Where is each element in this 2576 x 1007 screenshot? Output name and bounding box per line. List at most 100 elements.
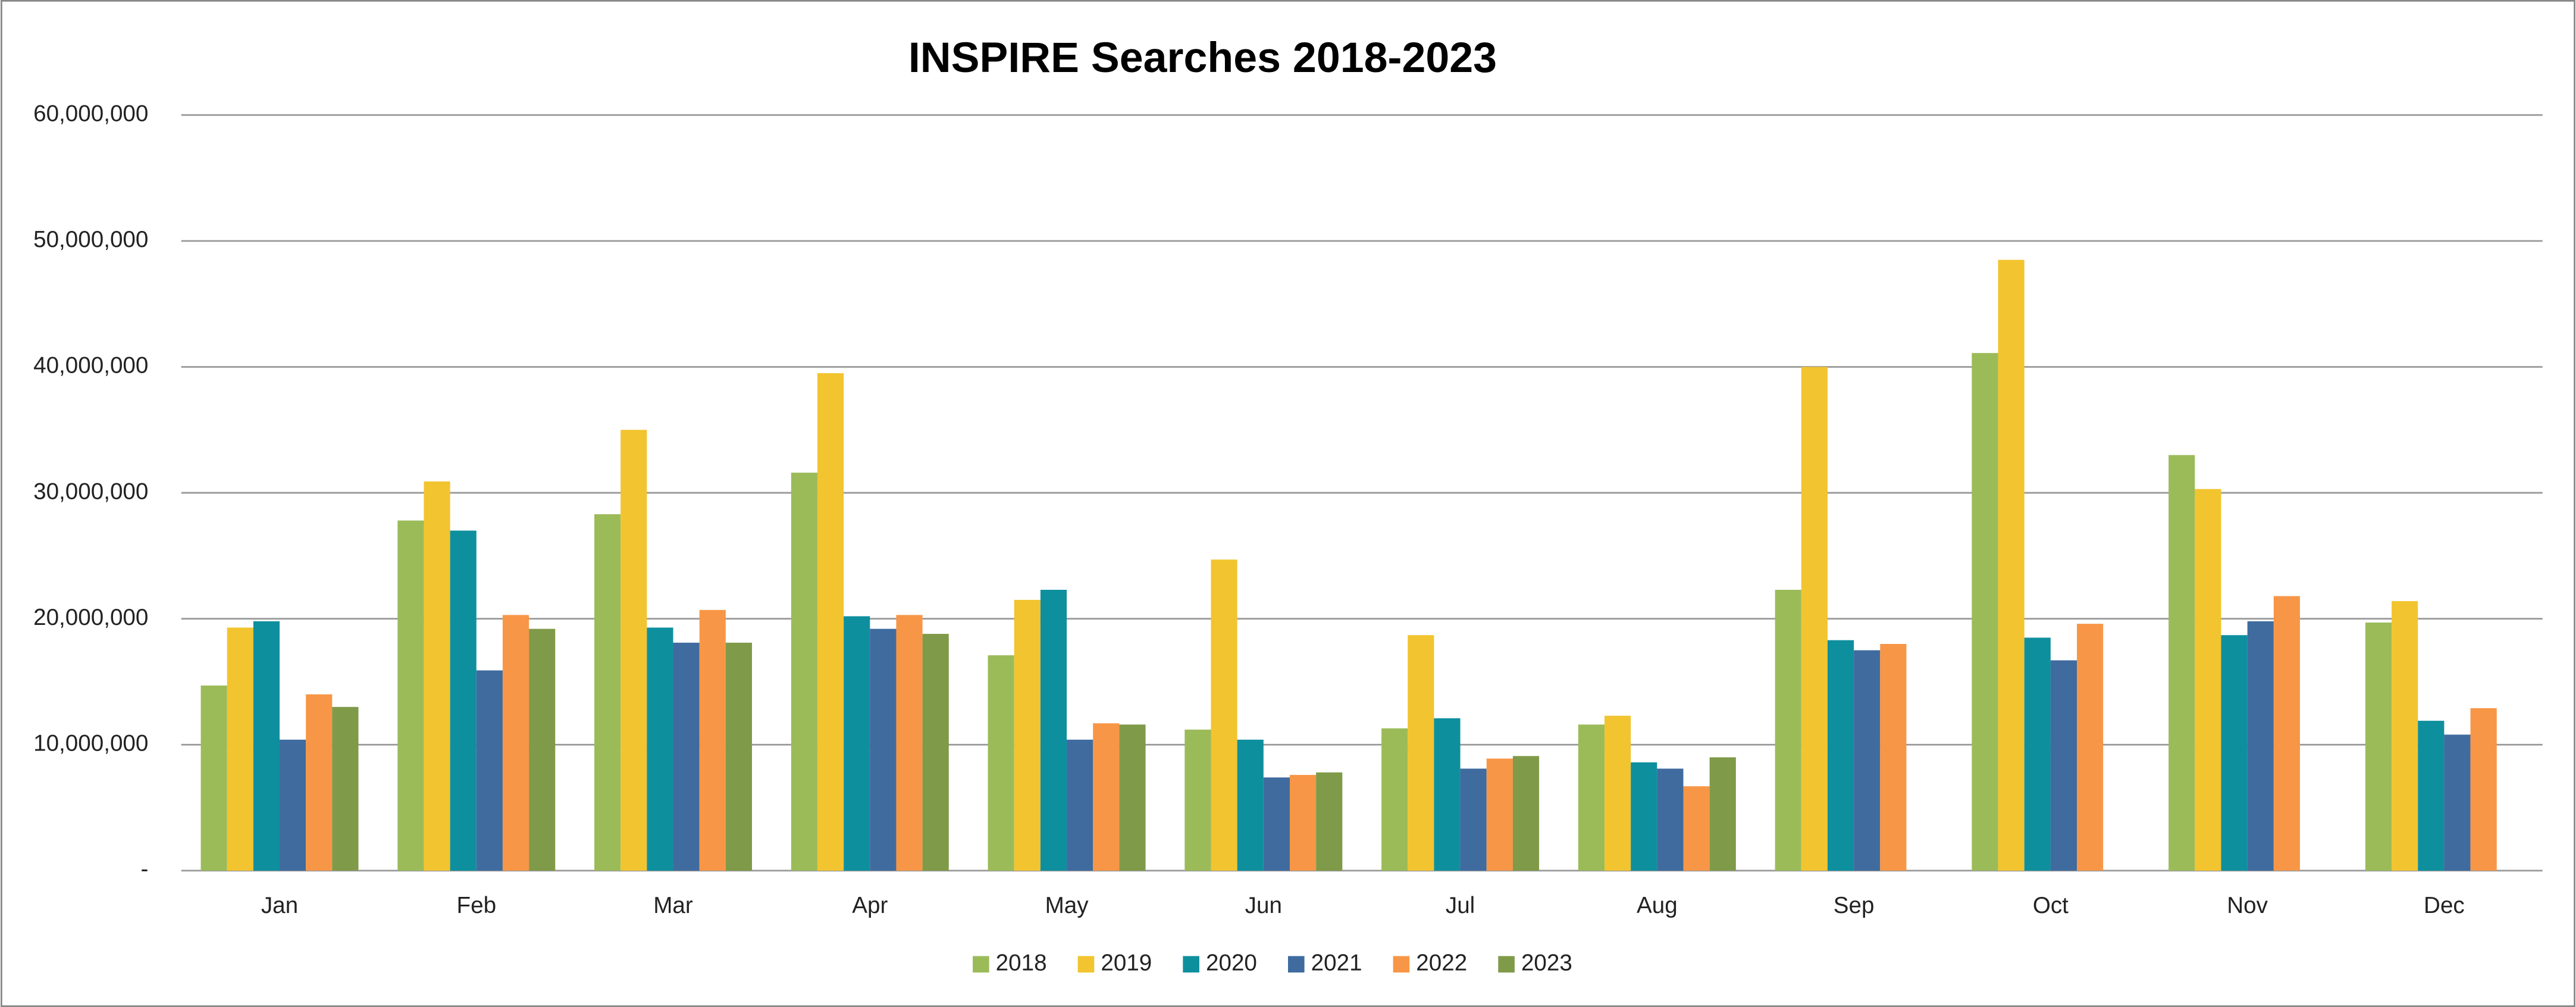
bar <box>2050 660 2077 871</box>
y-tick-label: 40,000,000 <box>33 353 148 379</box>
y-tick-label: 30,000,000 <box>33 479 148 504</box>
bar <box>1578 724 1605 871</box>
bar <box>1381 728 1408 871</box>
bar <box>1263 777 1290 871</box>
bar <box>1880 643 1907 871</box>
bar <box>1014 599 1041 871</box>
x-tick-label: May <box>1045 893 1089 918</box>
bar <box>1119 724 1146 871</box>
bar <box>2247 621 2274 871</box>
bar <box>1460 768 1487 871</box>
bar <box>306 694 333 871</box>
bar <box>1854 650 1881 871</box>
bar <box>450 530 477 871</box>
legend-swatch <box>1077 956 1095 973</box>
bar <box>2444 734 2471 871</box>
bar <box>529 628 556 871</box>
bar <box>870 628 897 871</box>
legend-label: 2019 <box>1101 950 1152 975</box>
bar <box>1040 590 1067 871</box>
bar <box>1289 775 1317 871</box>
bar <box>1486 758 1513 871</box>
bar <box>922 634 949 871</box>
bar <box>332 706 359 871</box>
bar <box>476 670 503 871</box>
bar <box>1604 715 1631 871</box>
bar <box>699 609 726 871</box>
bar <box>2024 637 2051 871</box>
bar <box>1998 259 2025 871</box>
bar <box>200 685 227 871</box>
bar <box>2418 721 2445 871</box>
legend-label: 2021 <box>1311 950 1362 975</box>
x-tick-label: Mar <box>653 893 693 918</box>
bar <box>2470 708 2497 871</box>
legend-label: 2023 <box>1521 950 1572 975</box>
y-tick-label: - <box>141 856 149 882</box>
bar <box>2168 455 2195 871</box>
bar <box>1827 640 1854 871</box>
bar <box>424 481 450 871</box>
legend-label: 2022 <box>1416 950 1467 975</box>
bar <box>2221 635 2248 871</box>
bar <box>791 473 817 871</box>
x-tick-label: Jun <box>1245 893 1282 918</box>
y-tick-label: 10,000,000 <box>33 730 148 756</box>
bar <box>647 627 673 871</box>
bar <box>1237 739 1264 871</box>
y-tick-label: 20,000,000 <box>33 605 148 630</box>
bar <box>1211 559 1237 871</box>
bar <box>253 621 280 871</box>
bar <box>817 373 844 871</box>
bar <box>1093 723 1120 871</box>
bar <box>2365 623 2392 871</box>
bar <box>2077 624 2104 871</box>
bar <box>2195 489 2221 871</box>
x-tick-label: Jan <box>261 893 298 918</box>
bar <box>227 627 253 871</box>
x-tick-label: Jul <box>1446 893 1475 918</box>
legend-swatch <box>1288 956 1305 973</box>
bar <box>1184 729 1211 871</box>
x-tick-label: Oct <box>2033 893 2069 918</box>
bar <box>1316 772 1343 871</box>
bar <box>1408 635 1434 871</box>
x-tick-label: Dec <box>2424 893 2465 918</box>
bar <box>896 615 923 871</box>
legend-label: 2020 <box>1206 950 1257 975</box>
bar <box>397 520 424 871</box>
bar <box>988 655 1014 871</box>
legend-swatch <box>973 956 989 973</box>
bar <box>280 739 306 871</box>
bar <box>1683 786 1710 871</box>
bar <box>1709 757 1736 871</box>
bar <box>844 616 870 871</box>
y-tick-label: 50,000,000 <box>33 227 148 252</box>
bar <box>1972 353 1998 871</box>
y-tick-label: 60,000,000 <box>33 101 148 126</box>
legend-swatch <box>1183 956 1199 973</box>
bar <box>1657 768 1684 871</box>
x-tick-label: Feb <box>456 893 496 918</box>
chart-title: INSPIRE Searches 2018-2023 <box>908 34 1497 82</box>
x-tick-label: Nov <box>2227 893 2268 918</box>
bar <box>725 642 753 871</box>
legend-swatch <box>1393 956 1410 973</box>
bar <box>1775 590 1801 871</box>
bar <box>1801 367 1828 871</box>
x-tick-label: Aug <box>1637 893 1678 918</box>
legend-label: 2018 <box>996 950 1047 975</box>
legend-swatch <box>1498 956 1515 973</box>
bar <box>1631 762 1657 871</box>
bar <box>594 514 621 871</box>
bar <box>621 430 647 871</box>
bar <box>1067 739 1093 871</box>
x-tick-label: Sep <box>1834 893 1875 918</box>
x-tick-label: Apr <box>852 893 888 918</box>
bar <box>673 642 700 871</box>
bar <box>1434 718 1461 871</box>
bar <box>2392 601 2418 871</box>
bar <box>502 615 529 871</box>
bar <box>1512 756 1540 871</box>
